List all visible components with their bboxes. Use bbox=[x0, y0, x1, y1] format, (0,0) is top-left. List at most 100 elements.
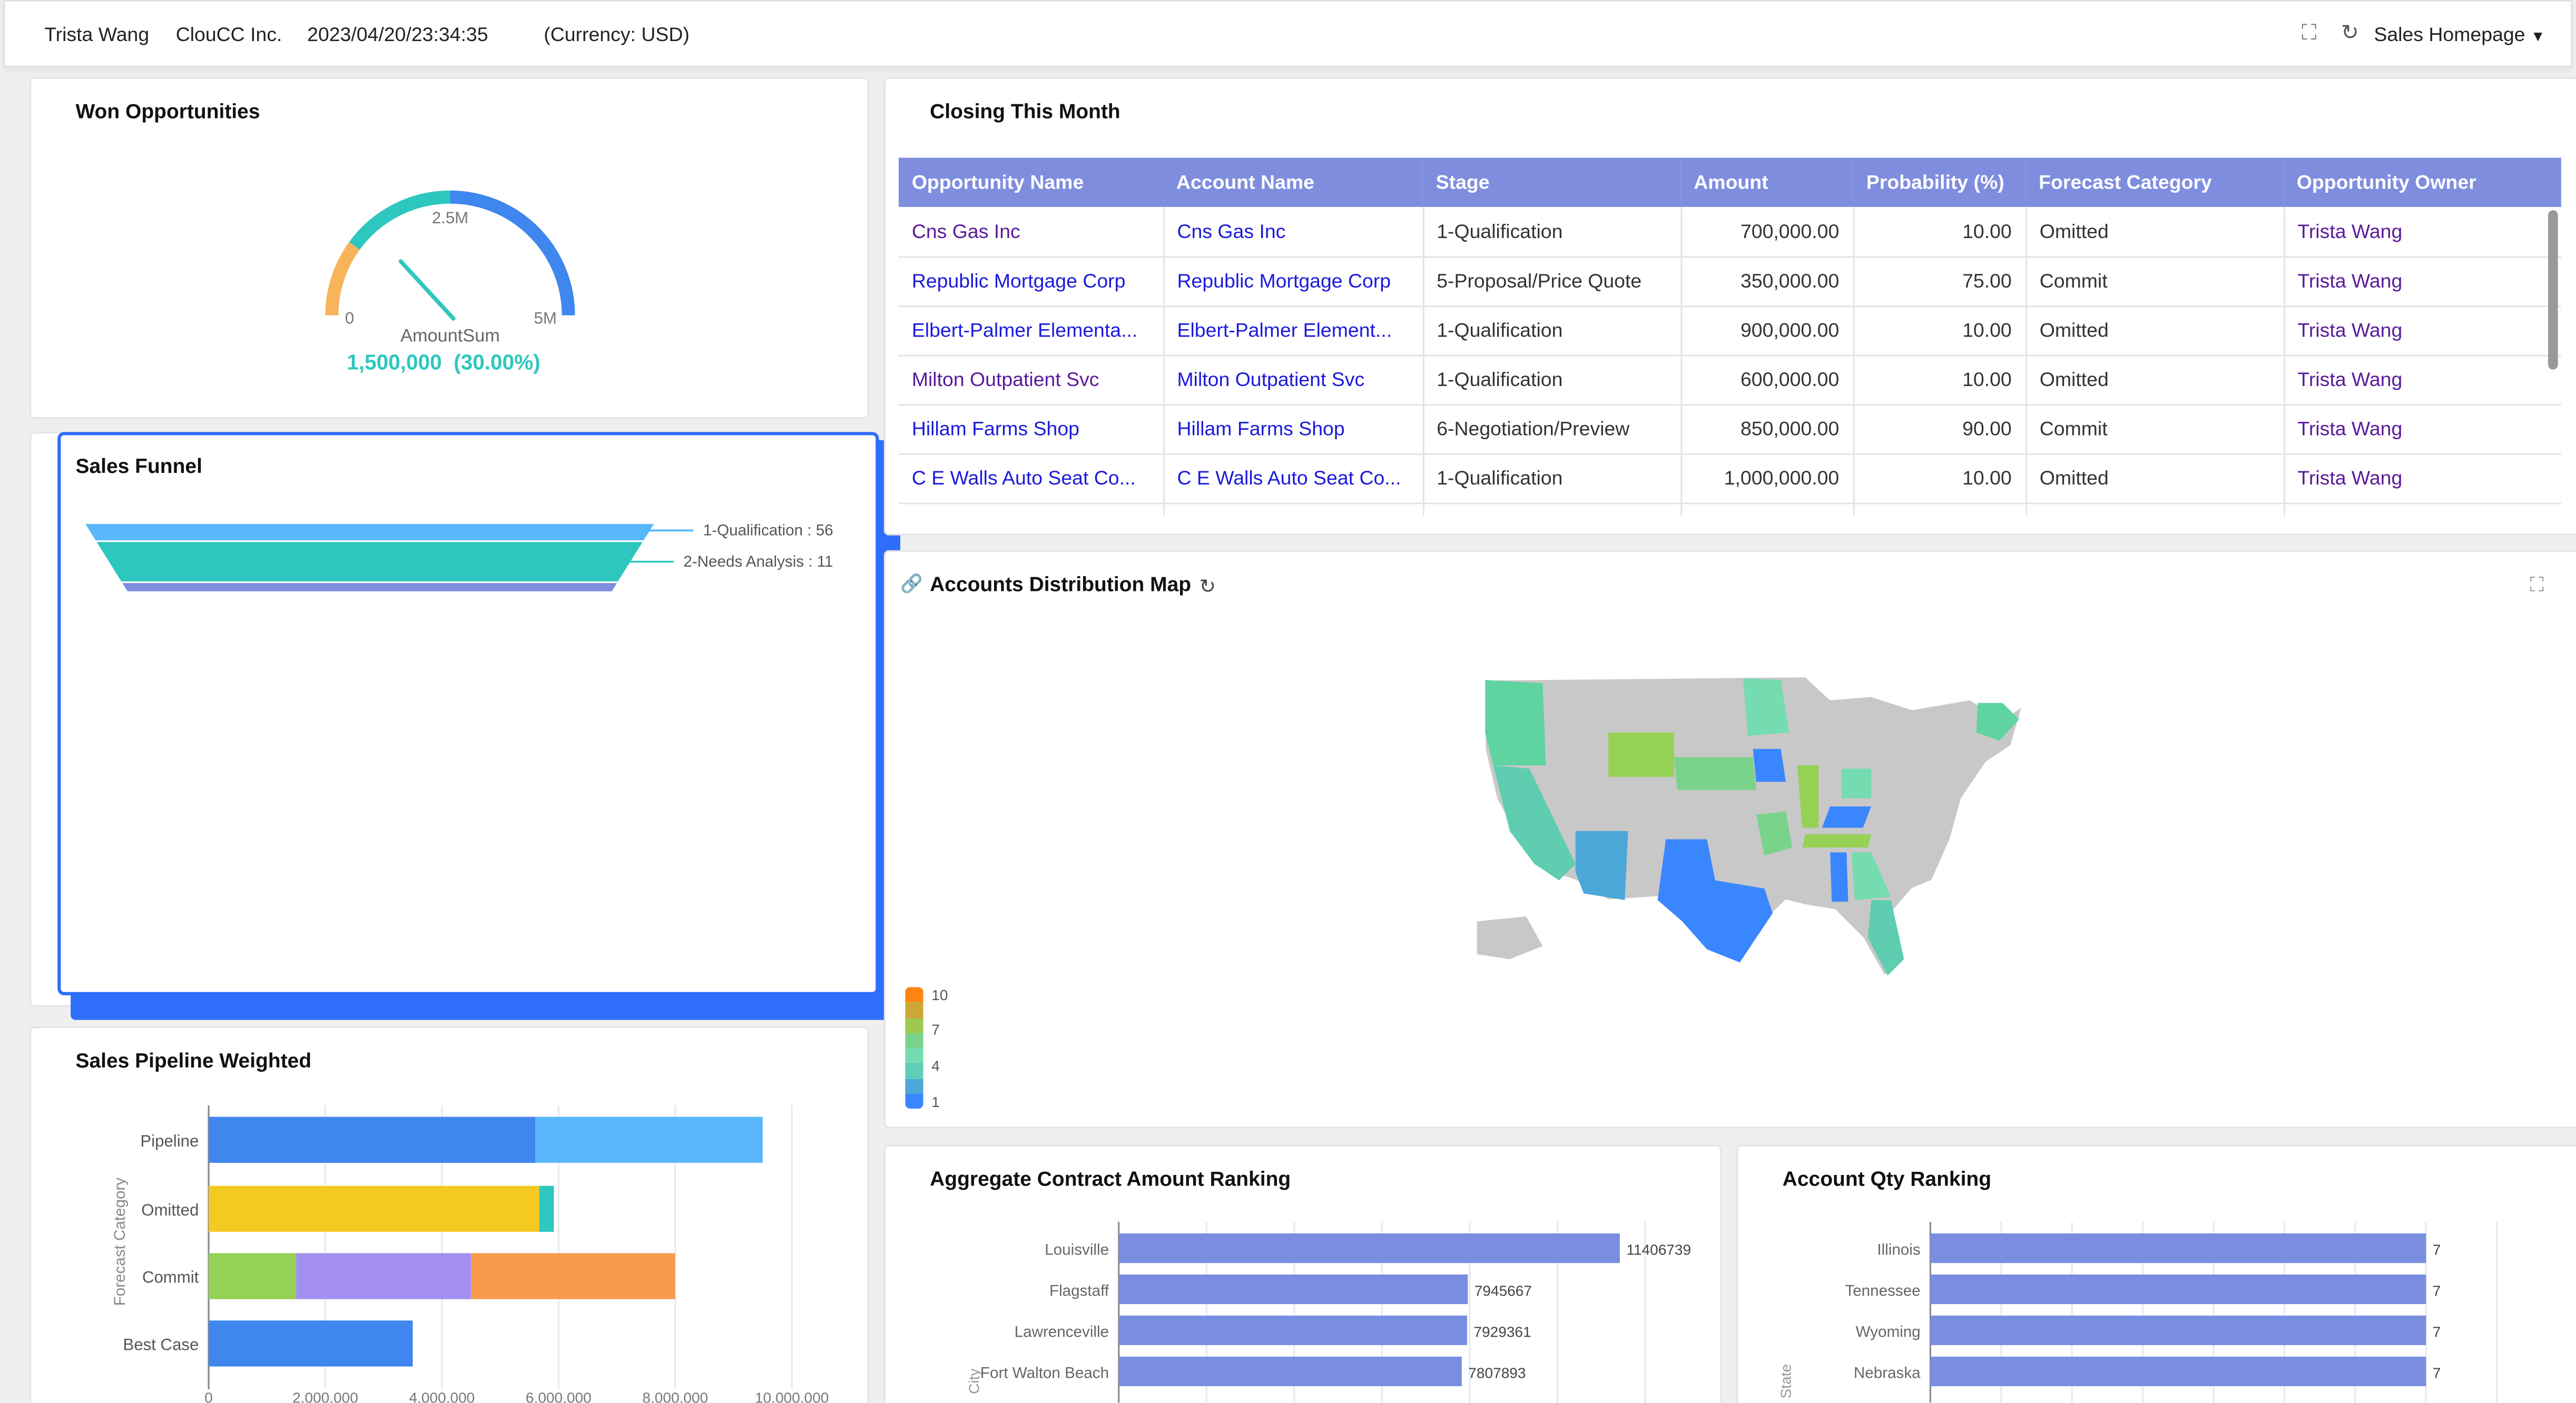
opportunity-name-link[interactable]: Hillam Farms Shop bbox=[898, 404, 1164, 455]
top-bar: Trista Wang ClouCC Inc. 2023/04/20/23:34… bbox=[3, 0, 2573, 67]
bar bbox=[1118, 1274, 1468, 1305]
table-row: Republic Mortgage Corp Republic Mortgage … bbox=[898, 256, 2561, 307]
y-tick-label: Lawrenceville bbox=[1015, 1323, 1109, 1341]
state-georgia bbox=[1851, 852, 1891, 900]
account-name-link[interactable]: Hillam Farms Shop bbox=[1163, 404, 1424, 455]
user-name: Trista Wang bbox=[44, 23, 150, 46]
state-california bbox=[1493, 765, 1576, 881]
column-header[interactable]: Opportunity Owner bbox=[2283, 157, 2561, 207]
probability-cell: 10.00 bbox=[1853, 206, 2027, 258]
owner-link[interactable]: Trista Wang bbox=[2283, 404, 2561, 455]
bar bbox=[1930, 1233, 2426, 1263]
legend-swatch bbox=[905, 1078, 923, 1094]
gauge-max-label: 5M bbox=[534, 309, 557, 327]
refresh-icon[interactable]: ↻ bbox=[1199, 575, 1216, 598]
bar-segment bbox=[535, 1117, 763, 1163]
account-name-link[interactable]: Republic Mortgage Corp bbox=[1163, 256, 1424, 307]
y-tick-label: Commit bbox=[142, 1268, 199, 1287]
state-alabama bbox=[1830, 852, 1849, 902]
funnel-segment bbox=[122, 583, 617, 591]
account-name-link[interactable]: Milton Outpatient Svc bbox=[1163, 354, 1424, 405]
legend-swatch bbox=[905, 1048, 923, 1063]
owner-link[interactable]: Trista Wang bbox=[2283, 305, 2561, 356]
legend-label: 7 bbox=[931, 1021, 940, 1038]
gauge-value: 1,500,000 (30.00%) bbox=[347, 350, 540, 374]
y-axis-title: State bbox=[1777, 1364, 1794, 1399]
bar bbox=[1930, 1356, 2426, 1387]
pipeline-chart: 0 2,000,000 4,000,000 6,000,000 8,000,000 10,… bbox=[111, 1105, 829, 1402]
column-header[interactable]: Stage bbox=[1422, 157, 1681, 207]
table-row: Cns Gas Inc Cns Gas Inc 1-Qualification 700… bbox=[898, 206, 2561, 258]
forecast-category-cell: Omitted bbox=[2026, 354, 2285, 405]
funnel-label: 2-Needs Analysis : 11 bbox=[683, 553, 833, 570]
opportunity-name-link[interactable]: Milton Outpatient Svc bbox=[898, 354, 1164, 405]
y-tick-label: Pipeline bbox=[140, 1132, 199, 1150]
won-opportunities-card: Won Opportunities 0 2.5M 5M AmountSum 1,… bbox=[30, 77, 869, 419]
bar-value-label: 7807893 bbox=[1468, 1365, 1526, 1381]
opportunity-name-link[interactable]: Cns Gas Inc bbox=[898, 206, 1164, 258]
owner-link[interactable]: Trista Wang bbox=[2283, 354, 2561, 405]
column-header[interactable]: Account Name bbox=[1163, 157, 1423, 207]
fullscreen-icon[interactable]: ⛶ bbox=[2302, 19, 2317, 45]
y-tick-label: Nebraska bbox=[1854, 1365, 1921, 1382]
opportunity-name-link[interactable]: C E Walls Auto Seat Co... bbox=[898, 453, 1164, 503]
state-illinois bbox=[1797, 765, 1819, 828]
opportunity-name-link[interactable]: Republic Mortgage Corp bbox=[898, 256, 1164, 307]
stage-cell: 6-Negotiation/Preview bbox=[1422, 404, 1682, 455]
owner-link[interactable]: Trista Wang bbox=[2283, 206, 2561, 258]
column-header[interactable]: Amount bbox=[1680, 157, 1853, 207]
y-tick-label: Illinois bbox=[1877, 1241, 1920, 1259]
dashboard-select[interactable]: Sales Homepage ▼ bbox=[2374, 23, 2545, 46]
opportunity-name-link[interactable]: Elbert-Palmer Elementa... bbox=[898, 305, 1164, 356]
card-title: Sales Funnel bbox=[75, 455, 202, 478]
account-qty-card: Account Qty Ranking 7 Illinois 7 Tennessee 7… bbox=[1736, 1144, 2576, 1403]
state-arizona bbox=[1575, 831, 1628, 900]
legend-swatch bbox=[905, 1032, 923, 1048]
x-tick-label: 8,000,000 bbox=[642, 1389, 708, 1402]
amount-cell: 850,000.00 bbox=[1680, 404, 1854, 455]
bar-value-label: 7 bbox=[2433, 1324, 2441, 1340]
us-choropleth-map[interactable] bbox=[886, 552, 2576, 1127]
amount-cell: 900,000.00 bbox=[1680, 305, 1854, 356]
fullscreen-icon[interactable]: ⛶ bbox=[2530, 573, 2544, 597]
stage-cell: 5-Proposal/Price Quote bbox=[1422, 256, 1682, 307]
account-name-link[interactable]: C E Walls Auto Seat Co... bbox=[1163, 453, 1424, 503]
refresh-icon[interactable]: ↻ bbox=[2341, 19, 2359, 45]
funnel-chart: 1-Qualification : 56 2-Needs Analysis : 1… bbox=[85, 522, 833, 591]
card-title: Aggregate Contract Amount Ranking bbox=[930, 1168, 1291, 1191]
table-scrollbar[interactable] bbox=[2548, 210, 2558, 370]
y-tick-label: Louisville bbox=[1045, 1241, 1109, 1259]
table-row: C E Walls Auto Seat Co... C E Walls Auto … bbox=[898, 453, 2561, 503]
accounts-map-card: 🔗 Accounts Distribution Map ↻ ⛶ 10 7 4 1 bbox=[883, 550, 2576, 1129]
sales-funnel-card[interactable]: Sales Funnel 1-Qualification : 56 2-Needs… bbox=[57, 432, 879, 995]
sales-pipeline-card: Sales Pipeline Weighted 0 2,000,000 4,000,… bbox=[30, 1026, 869, 1403]
forecast-category-cell: Omitted bbox=[2026, 453, 2285, 503]
legend-swatch bbox=[905, 987, 923, 1003]
card-title: Accounts Distribution Map bbox=[930, 573, 1192, 597]
owner-link[interactable]: Trista Wang bbox=[2283, 453, 2561, 503]
state-washington-oregon bbox=[1485, 680, 1546, 766]
forecast-category-cell: Omitted bbox=[2026, 305, 2285, 356]
state-iowa bbox=[1753, 749, 1786, 782]
bar-value-label: 7 bbox=[2433, 1283, 2441, 1299]
map-legend-scale[interactable] bbox=[905, 987, 923, 1109]
amount-cell: 700,000.00 bbox=[1680, 206, 1854, 258]
column-header[interactable]: Forecast Category bbox=[2026, 157, 2284, 207]
account-name-link[interactable]: Cns Gas Inc bbox=[1163, 206, 1424, 258]
column-header[interactable]: Opportunity Name bbox=[898, 157, 1163, 207]
bar bbox=[1930, 1274, 2426, 1305]
legend-swatch bbox=[905, 1002, 923, 1017]
link-icon[interactable]: 🔗 bbox=[900, 575, 923, 595]
legend-label: 10 bbox=[931, 987, 948, 1004]
amount-cell: 350,000.00 bbox=[1680, 256, 1854, 307]
bar-value-label: 7 bbox=[2433, 1242, 2441, 1258]
account-name-link[interactable]: Elbert-Palmer Element... bbox=[1163, 305, 1424, 356]
closing-this-month-card: Closing This Month Opportunity Name Accou… bbox=[883, 77, 2576, 536]
stage-cell: 1-Qualification bbox=[1422, 453, 1682, 503]
state-tennessee bbox=[1802, 834, 1872, 848]
bar-segment bbox=[209, 1117, 536, 1163]
owner-link[interactable]: Trista Wang bbox=[2283, 256, 2561, 307]
column-header[interactable]: Probability (%) bbox=[1853, 157, 2026, 207]
bar-value-label: 7929361 bbox=[1473, 1324, 1531, 1340]
